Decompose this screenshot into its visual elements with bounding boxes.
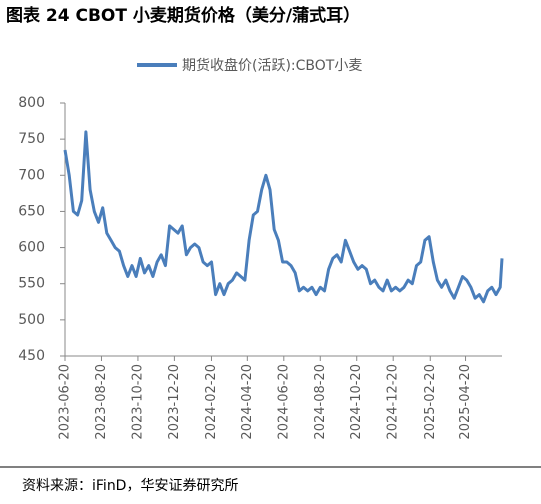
y-tick-label: 500 <box>18 312 45 328</box>
source: 资料来源：iFinD，华安证券研究所 <box>22 478 238 494</box>
y-tick-label: 450 <box>18 348 45 364</box>
y-tick-label: 600 <box>18 240 45 256</box>
y-tick-label: 750 <box>18 131 45 147</box>
x-tick-label: 2025-04-20 <box>458 364 473 440</box>
x-tick-label: 2023-10-20 <box>130 364 145 440</box>
x-tick-label: 2025-02-20 <box>423 364 438 440</box>
y-tick-label: 550 <box>18 276 45 292</box>
x-tick-label: 2024-06-20 <box>276 364 291 440</box>
y-tick-label: 650 <box>18 203 45 219</box>
x-tick-label: 2024-02-20 <box>204 364 219 440</box>
y-tick-label: 700 <box>18 167 45 183</box>
x-tick-label: 2023-06-20 <box>58 364 73 440</box>
x-tick-label: 2024-12-20 <box>386 364 401 440</box>
x-tick-label: 2024-04-20 <box>240 364 255 440</box>
x-tick-label: 2024-08-20 <box>313 364 328 440</box>
x-tick-label: 2023-12-20 <box>167 364 182 440</box>
legend-label: 期货收盘价(活跃):CBOT小麦 <box>182 57 362 74</box>
y-tick-label: 800 <box>18 95 45 111</box>
x-tick-label: 2024-10-20 <box>349 364 364 440</box>
series-line <box>63 130 504 304</box>
chart-title: 图表 24 CBOT 小麦期货价格（美分/蒲式耳） <box>6 5 360 26</box>
x-tick-label: 2023-08-20 <box>94 364 109 440</box>
